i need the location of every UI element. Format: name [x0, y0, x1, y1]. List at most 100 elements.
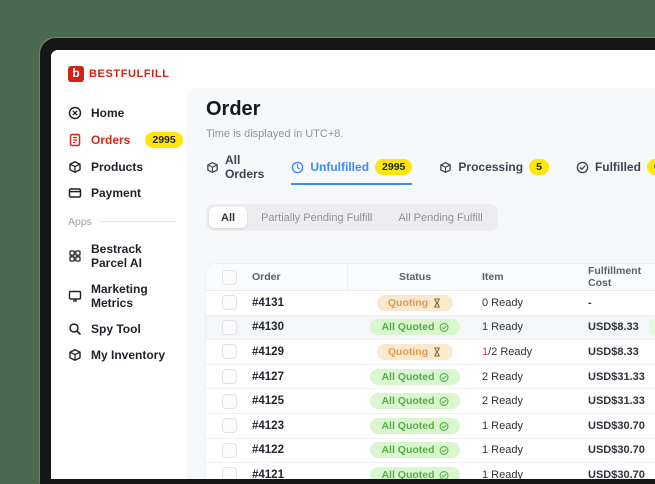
sidebar-item-label: Payment [91, 185, 142, 200]
sidebar-item-payment[interactable]: Payment [51, 180, 186, 206]
order-number[interactable]: #4129 [252, 345, 284, 358]
row-checkbox[interactable] [221, 319, 237, 335]
orders-count-badge: 2995 [145, 132, 183, 148]
item-ready-count: 1 Ready [482, 444, 523, 457]
fulfillment-cost: USD$31.33 [588, 395, 645, 408]
check-icon [439, 396, 449, 407]
row-checkbox[interactable] [221, 344, 237, 360]
payment-icon [68, 186, 82, 200]
main-content: Order Time is displayed in UTC+8. All Or… [186, 88, 655, 479]
row-checkbox[interactable] [221, 418, 237, 434]
saved-badge: Saved 45% [648, 319, 655, 336]
fulfillment-cost: USD$8.33Saved 45% [588, 319, 655, 336]
status-pill: All Quoted [370, 442, 460, 459]
check-icon [439, 322, 449, 333]
sidebar-item-label: Spy Tool [91, 321, 141, 336]
row-checkbox[interactable] [221, 369, 237, 385]
order-number[interactable]: #4130 [252, 321, 284, 334]
table-row[interactable]: #4125 All Quoted 2 Ready USD$31.33 [206, 389, 655, 414]
fulfillment-cost: USD$30.70 [588, 468, 645, 479]
table-row[interactable]: #4123 All Quoted 1 Ready USD$30.70 [206, 414, 655, 439]
item-ready-count: 1 Ready [482, 419, 523, 432]
table-header-row: Order Status Item Fulfillment Cost [206, 264, 655, 291]
item-ready-count: 1 Ready [482, 321, 523, 334]
sidebar-item-label: Home [91, 106, 125, 120]
check-icon [439, 421, 449, 431]
grid-icon [68, 249, 82, 263]
status-pill: Quoting [376, 343, 454, 360]
clock-icon [291, 161, 304, 174]
check-icon [439, 372, 449, 382]
sidebar-item-my-inventory[interactable]: My Inventory [51, 342, 186, 368]
check-icon [439, 445, 449, 456]
status-pill: All Quoted [370, 466, 460, 479]
app-window: b BESTFULFILL Home Orders 2995 Products … [51, 50, 655, 479]
home-icon [68, 106, 82, 120]
order-number[interactable]: #4122 [252, 444, 284, 457]
page-title: Order [206, 98, 261, 120]
tab-label: Processing [458, 160, 524, 174]
package-icon [206, 161, 219, 174]
filter-all[interactable]: All [209, 207, 248, 228]
sidebar-item-products[interactable]: Products [51, 154, 186, 180]
status-pill: Quoting [376, 294, 454, 311]
spy-icon [68, 322, 82, 336]
unfulfilled-count-badge: 2995 [375, 159, 413, 175]
check-circle-icon [576, 161, 589, 174]
row-checkbox[interactable] [221, 295, 237, 311]
sidebar-item-spy-tool[interactable]: Spy Tool [51, 316, 186, 342]
order-number[interactable]: #4125 [252, 395, 284, 408]
orders-table: Order Status Item Fulfillment Cost #4131… [205, 263, 655, 479]
device-frame: b BESTFULFILL Home Orders 2995 Products … [40, 38, 655, 484]
status-pill: All Quoted [370, 319, 460, 336]
item-ready-count: 2 Ready [482, 395, 523, 408]
fulfillment-cost: - [588, 296, 592, 309]
table-row[interactable]: #4127 All Quoted 2 Ready USD$31.33 [206, 365, 655, 390]
table-row[interactable]: #4121 All Quoted 1 Ready USD$30.70 [206, 463, 655, 479]
row-checkbox[interactable] [221, 467, 237, 479]
tab-unfulfilled[interactable]: Unfulfilled 2995 [291, 159, 413, 185]
item-ready-count: 1/2 Ready [482, 345, 533, 358]
select-all-checkbox[interactable] [221, 269, 237, 285]
column-header-order: Order [252, 264, 348, 290]
fulfillment-cost: USD$31.33 [588, 370, 645, 383]
row-checkbox[interactable] [221, 393, 237, 409]
item-ready-count: 1 Ready [482, 468, 523, 479]
filter-partially-pending-fulfill[interactable]: Partially Pending Fulfill [261, 211, 373, 224]
tab-all-orders[interactable]: All Orders [206, 153, 264, 191]
table-row[interactable]: #4129 Quoting 1/2 Ready USD$8.33 [206, 340, 655, 365]
package-icon [439, 161, 452, 174]
column-header-cost: Fulfillment Cost [588, 265, 642, 289]
filter-all-pending-fulfill[interactable]: All Pending Fulfill [398, 211, 483, 224]
tab-processing[interactable]: Processing 5 [439, 159, 549, 185]
fulfill-filter-segmented-control: All Partially Pending Fulfill All Pendin… [206, 204, 498, 231]
hourglass-icon [432, 347, 442, 357]
fulfillment-cost: USD$8.33 [588, 345, 639, 358]
order-number[interactable]: #4121 [252, 468, 284, 479]
sidebar: b BESTFULFILL Home Orders 2995 Products … [51, 50, 186, 479]
order-number[interactable]: #4131 [252, 296, 284, 309]
sidebar-item-bestrack-parcel-ai[interactable]: Bestrack Parcel AI [51, 236, 186, 276]
order-number[interactable]: #4127 [252, 370, 284, 383]
table-row[interactable]: #4131 Quoting 0 Ready - [206, 291, 655, 316]
table-row[interactable]: #4122 All Quoted 1 Ready USD$30.70 [206, 439, 655, 464]
order-status-tabs: All Orders Unfulfilled 2995 Processing 5… [206, 153, 655, 191]
sidebar-item-marketing-metrics[interactable]: Marketing Metrics [51, 276, 186, 316]
sidebar-item-label: Products [91, 159, 144, 174]
table-row[interactable]: #4130 All Quoted 1 Ready USD$8.33Saved 4… [206, 315, 655, 341]
inventory-icon [68, 348, 82, 362]
sidebar-item-orders[interactable]: Orders 2995 [51, 126, 186, 154]
tab-fulfilled[interactable]: Fulfilled 0 [576, 159, 655, 185]
monitor-icon [68, 289, 82, 303]
timezone-note: Time is displayed in UTC+8. [206, 128, 344, 140]
fulfillment-cost: USD$30.70 [588, 419, 645, 432]
status-pill: All Quoted [370, 417, 460, 434]
apps-section-divider: Apps [68, 216, 176, 228]
brand-logo[interactable]: b BESTFULFILL [68, 66, 186, 82]
order-number[interactable]: #4123 [252, 419, 284, 432]
sidebar-item-label: Bestrack Parcel AI [91, 241, 142, 270]
apps-section-label: Apps [68, 215, 92, 228]
brand-logo-icon: b [68, 66, 84, 82]
sidebar-item-home[interactable]: Home [51, 100, 186, 126]
row-checkbox[interactable] [221, 442, 237, 458]
